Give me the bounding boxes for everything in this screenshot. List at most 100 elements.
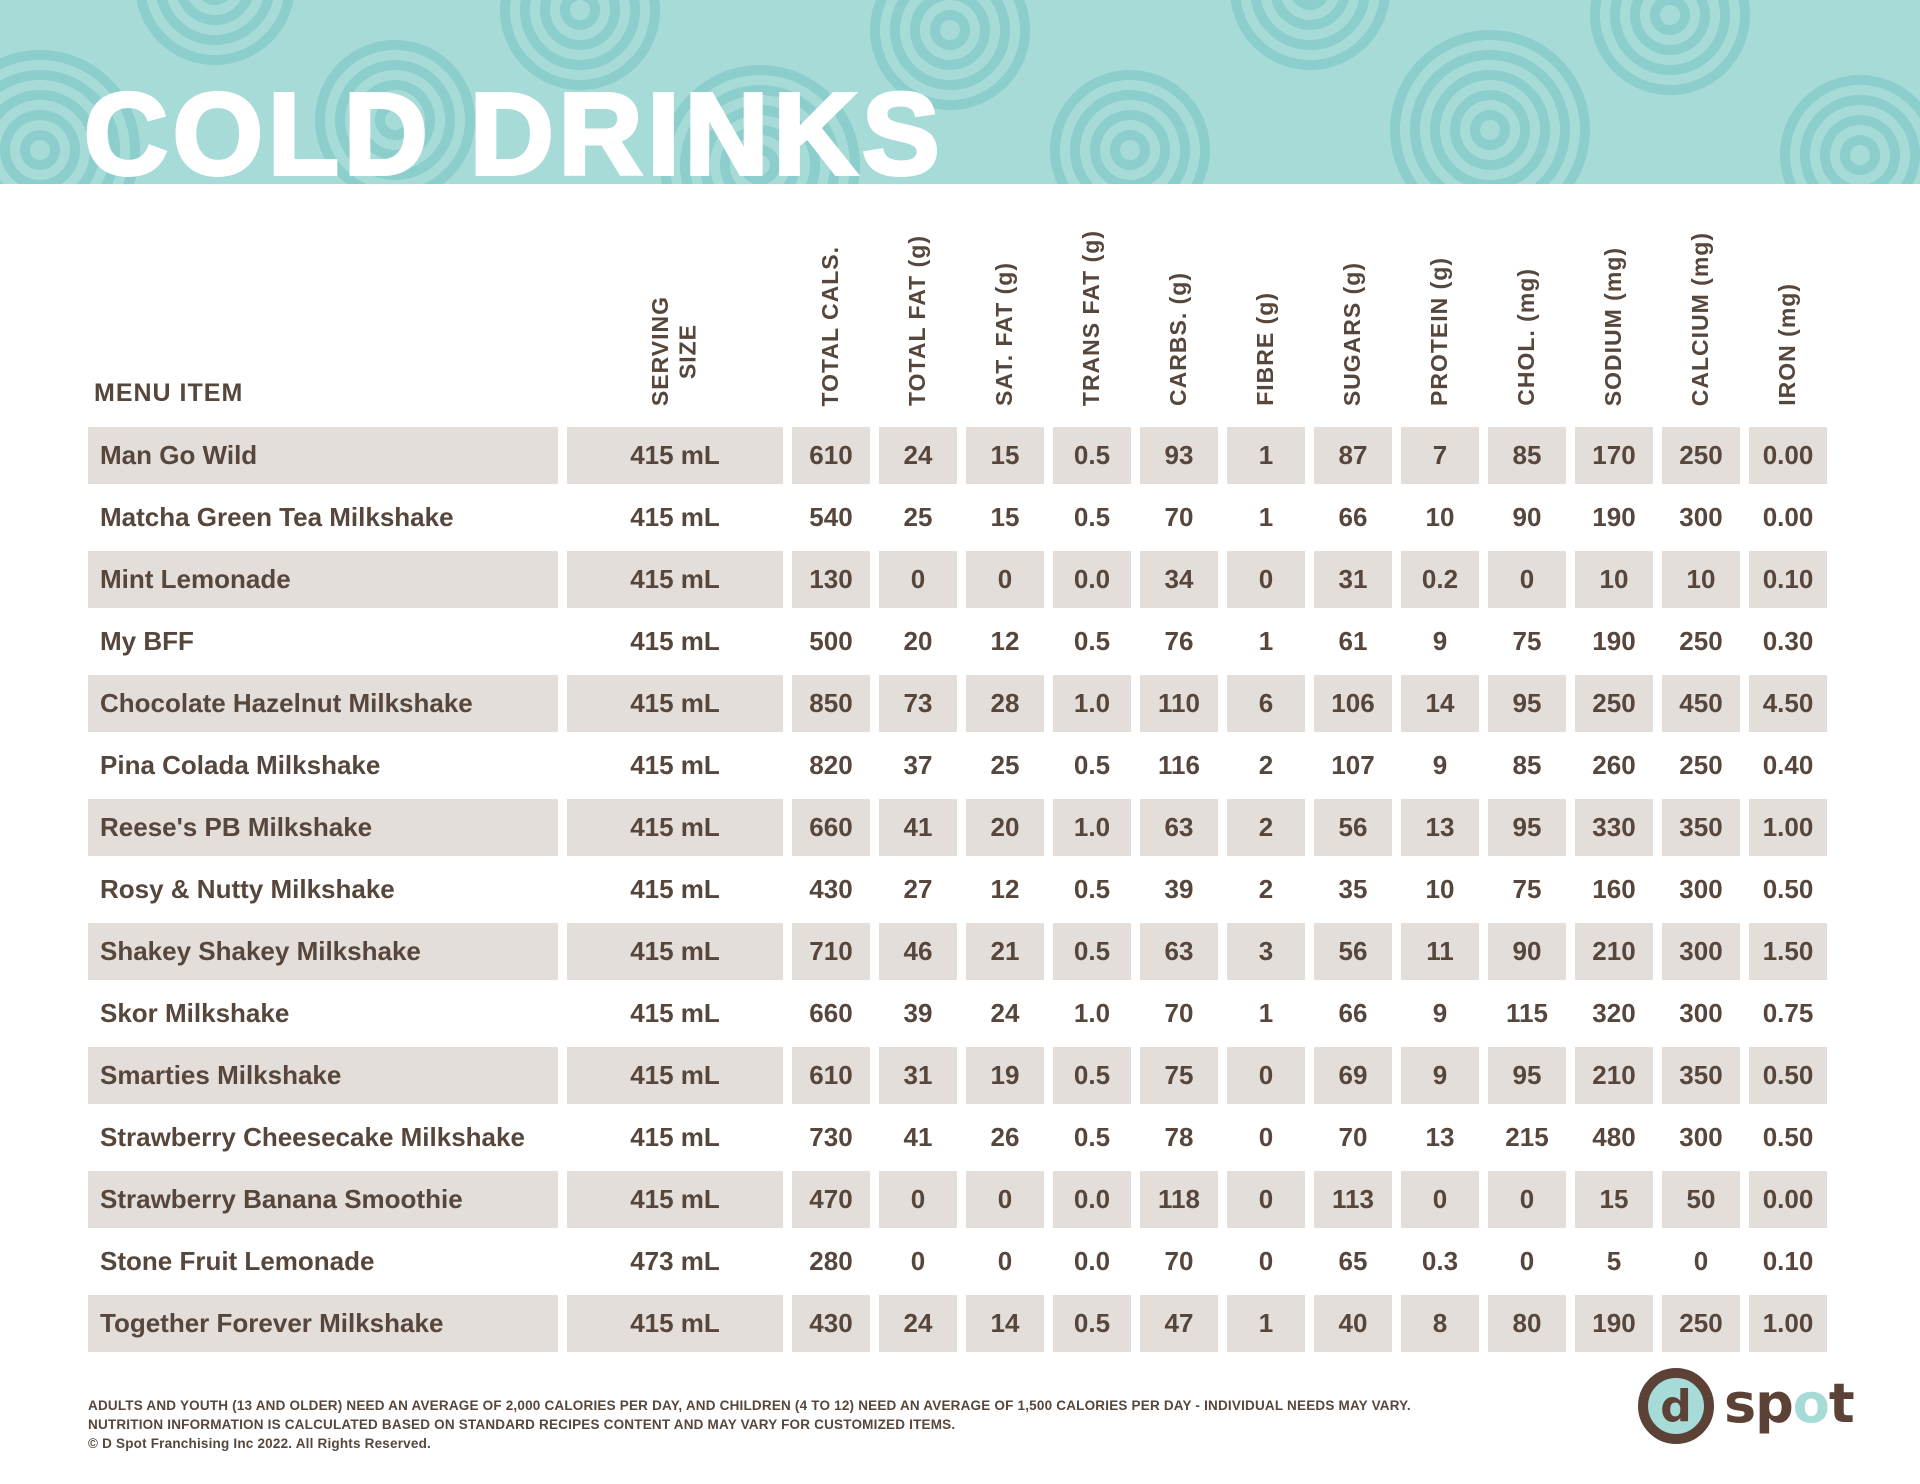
dspot-d-circle-icon: d [1638, 1368, 1714, 1444]
value-cell: 9 [1401, 1047, 1479, 1104]
table-row: Pina Colada Milkshake 415 mL 820 37 25 0.5 116… [88, 737, 1827, 794]
value-cell: 1.0 [1053, 985, 1131, 1042]
value-cell: 12 [966, 861, 1044, 918]
value-cell: 210 [1575, 1047, 1653, 1104]
value-cell: 24 [966, 985, 1044, 1042]
value-cell: 70 [1140, 985, 1218, 1042]
column-header-label: SODIUM (mg) [1600, 246, 1627, 406]
value-cell: 85 [1488, 737, 1566, 794]
value-cell: 190 [1575, 613, 1653, 670]
nutrition-content: MENU ITEM SERVING SIZE TOTAL CALS. TOTAL FA… [0, 184, 1920, 1357]
menu-item-name: Together Forever Milkshake [88, 1295, 558, 1352]
value-cell: 0.40 [1749, 737, 1827, 794]
value-cell: 260 [1575, 737, 1653, 794]
value-cell: 1 [1227, 985, 1305, 1042]
value-cell: 115 [1488, 985, 1566, 1042]
table-body: Man Go Wild 415 mL 610 24 15 0.5 93 1 87 7 85 170 25… [88, 427, 1827, 1352]
value-cell: 300 [1662, 489, 1740, 546]
table-row: Shakey Shakey Milkshake 415 mL 710 46 21 0.5 6… [88, 923, 1827, 980]
value-cell: 76 [1140, 613, 1218, 670]
value-cell: 0 [966, 1171, 1044, 1228]
value-cell: 170 [1575, 427, 1653, 484]
value-cell: 56 [1314, 799, 1392, 856]
value-cell: 415 mL [567, 1171, 783, 1228]
value-cell: 63 [1140, 799, 1218, 856]
value-cell: 56 [1314, 923, 1392, 980]
column-header-label: IRON (mg) [1774, 283, 1801, 406]
value-cell: 69 [1314, 1047, 1392, 1104]
value-cell: 415 mL [567, 551, 783, 608]
menu-item-name: Strawberry Cheesecake Milkshake [88, 1109, 558, 1166]
value-cell: 1 [1227, 427, 1305, 484]
value-cell: 47 [1140, 1295, 1218, 1352]
value-cell: 6 [1227, 675, 1305, 732]
value-cell: 850 [792, 675, 870, 732]
value-cell: 7 [1401, 427, 1479, 484]
menu-item-name: Rosy & Nutty Milkshake [88, 861, 558, 918]
table-row: Rosy & Nutty Milkshake 415 mL 430 27 12 0.5 39… [88, 861, 1827, 918]
value-cell: 280 [792, 1233, 870, 1290]
menu-item-name: Chocolate Hazelnut Milkshake [88, 675, 558, 732]
value-cell: 2 [1227, 737, 1305, 794]
value-cell: 415 mL [567, 799, 783, 856]
value-cell: 0.5 [1053, 1295, 1131, 1352]
value-cell: 14 [1401, 675, 1479, 732]
value-cell: 473 mL [567, 1233, 783, 1290]
column-header-label: CALCIUM (mg) [1687, 231, 1714, 406]
value-cell: 20 [966, 799, 1044, 856]
value-cell: 0 [1227, 1047, 1305, 1104]
dspot-logo: d spot [1638, 1368, 1855, 1444]
value-cell: 300 [1662, 861, 1740, 918]
value-cell: 70 [1314, 1109, 1392, 1166]
column-header-fibre-g: FIBRE (g) [1227, 217, 1305, 422]
value-cell: 0.5 [1053, 489, 1131, 546]
value-cell: 210 [1575, 923, 1653, 980]
table-row: Skor Milkshake 415 mL 660 39 24 1.0 70 1 66 9 115 3… [88, 985, 1827, 1042]
value-cell: 0 [1227, 551, 1305, 608]
value-cell: 415 mL [567, 861, 783, 918]
column-header-label: FIBRE (g) [1252, 292, 1279, 406]
value-cell: 250 [1662, 613, 1740, 670]
value-cell: 2 [1227, 861, 1305, 918]
value-cell: 300 [1662, 985, 1740, 1042]
column-header-menu-item: MENU ITEM [88, 217, 558, 422]
value-cell: 3 [1227, 923, 1305, 980]
value-cell: 415 mL [567, 737, 783, 794]
value-cell: 730 [792, 1109, 870, 1166]
value-cell: 116 [1140, 737, 1218, 794]
value-cell: 15 [966, 427, 1044, 484]
value-cell: 40 [1314, 1295, 1392, 1352]
value-cell: 61 [1314, 613, 1392, 670]
value-cell: 0 [1488, 1233, 1566, 1290]
value-cell: 75 [1140, 1047, 1218, 1104]
value-cell: 0.50 [1749, 861, 1827, 918]
logo-word-pre: sp [1724, 1372, 1794, 1435]
value-cell: 415 mL [567, 489, 783, 546]
value-cell: 26 [966, 1109, 1044, 1166]
logo-word-o: o [1792, 1372, 1830, 1435]
value-cell: 430 [792, 861, 870, 918]
value-cell: 50 [1662, 1171, 1740, 1228]
value-cell: 70 [1140, 489, 1218, 546]
header-banner: COLD DRINKS [0, 0, 1920, 184]
menu-item-name: Pina Colada Milkshake [88, 737, 558, 794]
column-header-label: CARBS. (g) [1165, 272, 1192, 406]
value-cell: 34 [1140, 551, 1218, 608]
value-cell: 250 [1662, 1295, 1740, 1352]
value-cell: 14 [966, 1295, 1044, 1352]
value-cell: 610 [792, 1047, 870, 1104]
value-cell: 9 [1401, 985, 1479, 1042]
value-cell: 415 mL [567, 1109, 783, 1166]
value-cell: 20 [879, 613, 957, 670]
value-cell: 75 [1488, 861, 1566, 918]
value-cell: 415 mL [567, 675, 783, 732]
column-header-total-fat-g: TOTAL FAT (g) [879, 217, 957, 422]
disclaimer-text: ADULTS AND YOUTH (13 AND OLDER) NEED AN … [88, 1396, 1411, 1453]
value-cell: 0 [966, 551, 1044, 608]
value-cell: 480 [1575, 1109, 1653, 1166]
value-cell: 1 [1227, 489, 1305, 546]
value-cell: 4.50 [1749, 675, 1827, 732]
value-cell: 95 [1488, 1047, 1566, 1104]
value-cell: 0.0 [1053, 1171, 1131, 1228]
value-cell: 0.10 [1749, 551, 1827, 608]
